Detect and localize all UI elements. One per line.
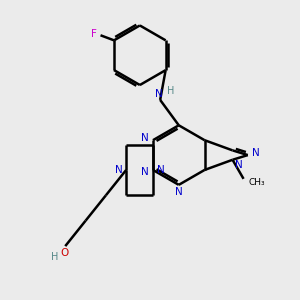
Text: N: N xyxy=(141,167,148,177)
Text: N: N xyxy=(175,187,183,197)
Text: CH₃: CH₃ xyxy=(249,178,265,187)
Text: N: N xyxy=(252,148,260,158)
Text: O: O xyxy=(60,248,69,258)
Text: N: N xyxy=(141,134,148,143)
Text: H: H xyxy=(167,86,174,96)
Text: N: N xyxy=(157,165,164,175)
Text: N: N xyxy=(154,89,162,99)
Text: F: F xyxy=(92,28,98,39)
Text: N: N xyxy=(236,160,243,170)
Text: N: N xyxy=(115,165,123,175)
Text: H: H xyxy=(51,252,58,262)
